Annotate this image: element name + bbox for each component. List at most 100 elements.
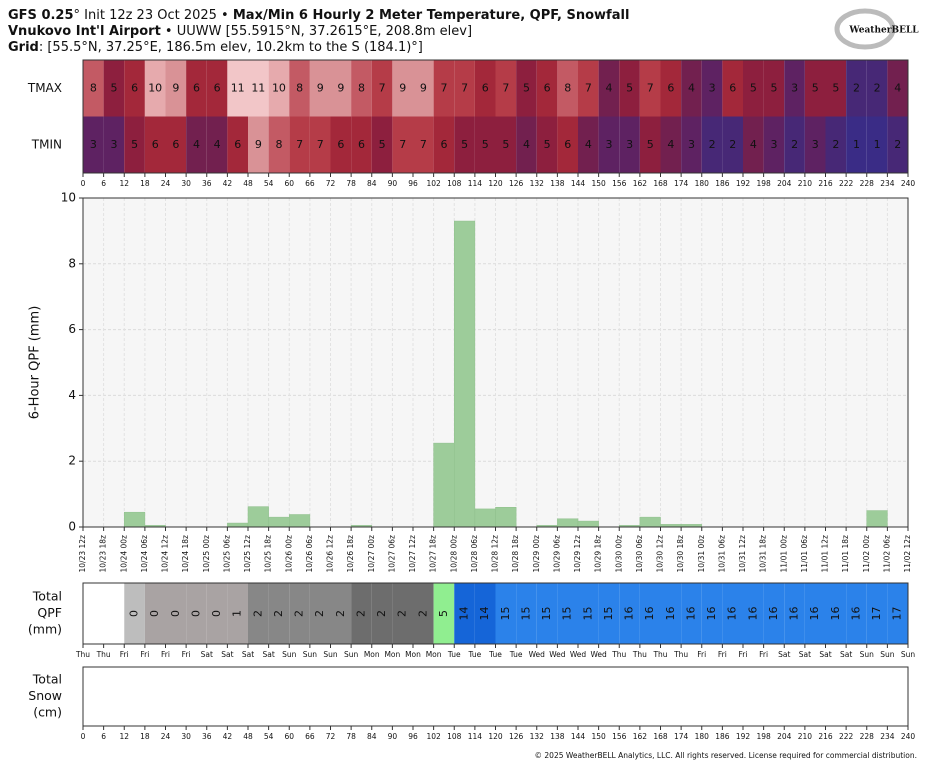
x-tick-label: 10/23 12z (78, 535, 87, 573)
x-tick-label: 192 (736, 732, 751, 741)
header-part: Vnukovo Int'l Airport (8, 24, 161, 39)
x-tick-label: Mon (426, 650, 442, 659)
cell-label: 14 (478, 607, 491, 621)
x-tick-label: 138 (550, 179, 565, 188)
x-tick-label: Sun (860, 650, 875, 659)
cell-label: 1 (231, 610, 244, 617)
cell-label: 5 (523, 81, 530, 94)
heat-cell (124, 116, 145, 173)
x-tick-label: 84 (367, 179, 377, 188)
x-tick-label: 18 (140, 732, 150, 741)
x-tick-label: 186 (715, 732, 730, 741)
bar (124, 511, 146, 528)
x-tick-label: 216 (818, 732, 833, 741)
total-cell (330, 583, 352, 644)
cell-label: 4 (214, 138, 221, 151)
cell-label: 0 (189, 610, 202, 617)
x-tick-label: Thu (96, 650, 111, 659)
x-tick-label: Fri (182, 650, 191, 659)
row-label: TMAX (27, 81, 62, 95)
x-tick-label: 48 (243, 732, 253, 741)
cell-label: 15 (581, 607, 594, 621)
cell-label: 8 (90, 81, 97, 94)
header-part: • UUWW [55.5915°N, 37.2615°E, 208.8m ele… (161, 24, 472, 39)
x-tick-label: 42 (223, 179, 233, 188)
x-tick-label: 180 (695, 179, 710, 188)
total-cell (681, 583, 702, 644)
x-tick-label: 228 (860, 732, 875, 741)
cell-label: 15 (540, 607, 553, 621)
heat-cell (474, 60, 496, 117)
cell-label: 5 (437, 610, 450, 617)
cell-label: 9 (317, 81, 324, 94)
x-tick-label: 186 (715, 179, 730, 188)
x-tick-label: 10/24 00z (119, 535, 128, 573)
heat-cell (309, 60, 331, 117)
cell-label: 4 (667, 138, 674, 151)
cell-label: 7 (399, 138, 406, 151)
x-tick-label: 10/27 18z (429, 535, 438, 573)
total-cell (722, 583, 743, 644)
total-cell (887, 583, 908, 644)
cell-label: 14 (458, 607, 471, 621)
cell-label: 2 (709, 138, 716, 151)
header-part: Grid (8, 40, 39, 55)
x-tick-label: 18 (140, 179, 150, 188)
x-tick-label: 10/29 00z (532, 535, 541, 573)
total-cell (825, 583, 847, 644)
total-cell (557, 583, 578, 644)
x-tick-label: 10/31 18z (759, 535, 768, 573)
x-tick-label: 10/29 06z (552, 535, 561, 573)
cell-label: 6 (358, 138, 365, 151)
heat-cell (248, 116, 269, 173)
x-tick-label: 10/25 18z (264, 535, 273, 573)
cell-label: 7 (440, 81, 447, 94)
bar (866, 510, 888, 528)
x-tick-label: 10/26 00z (284, 535, 293, 573)
cell-label: 15 (519, 607, 532, 621)
x-tick-label: 72 (326, 732, 336, 741)
heat-cell (578, 60, 599, 117)
heat-cell (371, 116, 393, 173)
cell-label: 0 (169, 610, 182, 617)
x-tick-label: 10/30 06z (635, 535, 644, 573)
cell-label: 3 (812, 138, 819, 151)
x-tick-label: 120 (488, 732, 503, 741)
cell-label: 5 (131, 138, 138, 151)
x-tick-label: 174 (674, 179, 689, 188)
bar (639, 516, 661, 528)
x-tick-label: 48 (243, 179, 253, 188)
heat-cell (433, 60, 455, 117)
cell-label: 7 (296, 138, 303, 151)
cell-label: 17 (870, 607, 883, 621)
y-axis-label: 6-Hour QPF (mm) (28, 306, 43, 420)
heat-cell (701, 116, 723, 173)
total-cell (392, 583, 413, 644)
heat-cell (619, 116, 640, 173)
x-tick-label: Sun (323, 650, 338, 659)
heat-cell (186, 60, 207, 117)
x-tick-label: 10/30 12z (656, 535, 665, 573)
heat-cell (83, 116, 104, 173)
bar (247, 506, 269, 528)
x-tick-label: 168 (653, 179, 668, 188)
cell-label: 4 (894, 81, 901, 94)
heat-cell (206, 60, 228, 117)
heat-cell (660, 116, 682, 173)
row-label: Total (32, 672, 62, 687)
x-tick-label: 234 (880, 732, 895, 741)
heat-cell (598, 60, 620, 117)
x-tick-label: Thu (673, 650, 688, 659)
x-tick-label: Sun (303, 650, 318, 659)
x-tick-label: Sat (778, 650, 790, 659)
x-tick-label: 102 (426, 732, 441, 741)
x-tick-label: 24 (161, 732, 171, 741)
x-tick-label: 12 (119, 179, 129, 188)
cell-label: 16 (726, 607, 739, 621)
x-tick-label: 10/31 12z (738, 535, 747, 573)
x-tick-label: 11/01 00z (779, 535, 788, 573)
x-tick-label: 222 (839, 732, 854, 741)
cell-label: 9 (255, 138, 262, 151)
x-tick-label: Sat (221, 650, 233, 659)
x-tick-label: 156 (612, 732, 627, 741)
